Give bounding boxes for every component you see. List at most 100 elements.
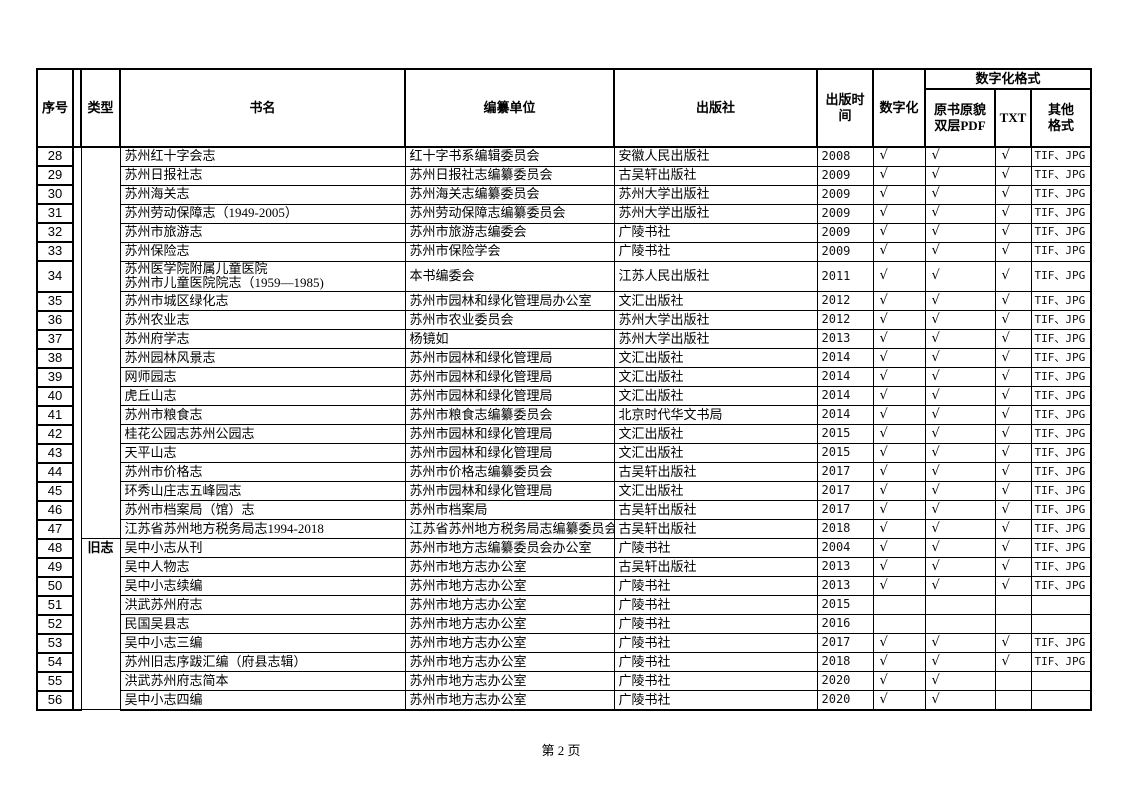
- txt-check-cell: √: [994, 146, 1032, 167]
- gutter-cell: [73, 690, 81, 711]
- gutter-cell: [73, 261, 81, 292]
- other-format-cell: TIF、JPG: [1030, 348, 1092, 369]
- row-number-cell: 46: [36, 499, 74, 521]
- row-number-cell: 34: [36, 260, 74, 293]
- txt-check-cell: √: [994, 329, 1032, 350]
- publisher-cell: 文汇出版社: [613, 291, 818, 312]
- gutter-cell: [73, 368, 81, 387]
- other-format-cell: TIF、JPG: [1030, 443, 1092, 464]
- table-row: 39 网师园志 苏州市园林和绿化管理局 文汇出版社 2014 √ √ √ TIF、JPG: [36, 366, 1092, 388]
- book-title-cell: 苏州府学志: [119, 329, 406, 350]
- pub-year-cell: 2013: [816, 329, 874, 350]
- header-no: 序号: [36, 68, 74, 148]
- other-format-cell: TIF、JPG: [1030, 633, 1092, 654]
- book-title-cell: 吴中小志续编: [119, 576, 406, 597]
- pub-year-cell: 2014: [816, 367, 874, 388]
- gutter-cell: [73, 185, 81, 204]
- other-format-cell: TIF、JPG: [1030, 424, 1092, 445]
- pub-year-cell: 2014: [816, 405, 874, 426]
- txt-check-cell: √: [994, 184, 1032, 205]
- row-number-cell: 43: [36, 442, 74, 464]
- txt-check-cell: √: [994, 241, 1032, 262]
- book-title-cell: 苏州日报社志: [119, 165, 406, 186]
- other-format-cell: TIF、JPG: [1030, 405, 1092, 426]
- digitized-check-cell: √: [872, 222, 926, 243]
- pdf-check-cell: √: [924, 424, 996, 445]
- other-format-cell: [1030, 595, 1092, 616]
- compiler-cell: 苏州市粮食志编纂委员会: [404, 405, 615, 426]
- row-number-cell: 29: [36, 165, 74, 186]
- publisher-cell: 广陵书社: [613, 538, 818, 559]
- digitized-check-cell: √: [872, 241, 926, 262]
- compiler-cell: 苏州市保险学会: [404, 241, 615, 262]
- header-title: 书名: [119, 68, 406, 148]
- table-row: 36 苏州农业志 苏州市农业委员会 苏州大学出版社 2012 √ √ √ TIF、JPG: [36, 309, 1092, 331]
- gutter-cell: [73, 653, 81, 672]
- book-title-cell: 苏州市旅游志: [119, 222, 406, 243]
- row-number-cell: 44: [36, 461, 74, 483]
- book-title-cell: 苏州市城区绿化志: [119, 291, 406, 312]
- row-number-cell: 49: [36, 556, 74, 578]
- txt-check-cell: √: [994, 203, 1032, 224]
- compiler-cell: 苏州劳动保障志编纂委员会: [404, 203, 615, 224]
- gutter-cell: [73, 349, 81, 368]
- digitized-check-cell: √: [872, 348, 926, 369]
- publisher-cell: 安徽人民出版社: [613, 146, 818, 167]
- compiler-cell: 苏州市园林和绿化管理局: [404, 424, 615, 445]
- other-format-cell: TIF、JPG: [1030, 519, 1092, 540]
- other-format-cell: TIF、JPG: [1030, 386, 1092, 407]
- txt-check-cell: √: [994, 405, 1032, 426]
- gutter-cell: [73, 539, 81, 558]
- header-pub-year: 出版时间: [816, 68, 874, 148]
- publisher-cell: 文汇出版社: [613, 424, 818, 445]
- gutter-cell: [73, 634, 81, 653]
- table-row: 31 苏州劳动保障志（1949-2005） 苏州劳动保障志编纂委员会 苏州大学出版社 2…: [36, 203, 1092, 224]
- digitized-check-cell: √: [872, 652, 926, 673]
- book-title-cell: 洪武苏州府志: [119, 595, 406, 616]
- pub-year-cell: 2004: [816, 538, 874, 559]
- table-row: 54 苏州旧志序跋汇编（府县志辑） 苏州市地方志办公室 广陵书社 2018 √ √ √ TIF、…: [36, 651, 1092, 673]
- digitized-check-cell: √: [872, 519, 926, 540]
- txt-check-cell: √: [994, 443, 1032, 464]
- pub-year-cell: 2014: [816, 348, 874, 369]
- publisher-cell: 广陵书社: [613, 576, 818, 597]
- gutter-cell: [73, 520, 81, 539]
- publisher-cell: 古吴轩出版社: [613, 519, 818, 540]
- other-format-cell: TIF、JPG: [1030, 538, 1092, 559]
- other-format-cell: TIF、JPG: [1030, 652, 1092, 673]
- compiler-cell: 苏州市园林和绿化管理局: [404, 367, 615, 388]
- book-title-cell: 民国吴县志: [119, 614, 406, 635]
- txt-check-cell: √: [994, 652, 1032, 673]
- pdf-check-cell: √: [924, 500, 996, 521]
- digitized-check-cell: √: [872, 443, 926, 464]
- publisher-cell: 江苏人民出版社: [613, 260, 818, 293]
- txt-check-cell: √: [994, 386, 1032, 407]
- pub-year-cell: 2009: [816, 241, 874, 262]
- txt-check-cell: √: [994, 557, 1032, 578]
- publisher-cell: 文汇出版社: [613, 481, 818, 502]
- compiler-cell: 苏州市地方志办公室: [404, 633, 615, 654]
- pub-year-cell: 2009: [816, 165, 874, 186]
- pdf-check-cell: [924, 595, 996, 616]
- book-title-cell: 洪武苏州府志简本: [119, 671, 406, 692]
- txt-check-cell: [994, 614, 1032, 635]
- digitized-check-cell: √: [872, 671, 926, 692]
- row-number-cell: 35: [36, 290, 74, 312]
- book-title-cell: 网师园志: [119, 367, 406, 388]
- book-title-cell: 桂花公园志苏州公园志: [119, 424, 406, 445]
- digitized-check-cell: √: [872, 184, 926, 205]
- compiler-cell: 苏州市档案局: [404, 500, 615, 521]
- compiler-cell: 苏州市园林和绿化管理局办公室: [404, 291, 615, 312]
- table-row: 28 苏州红十字会志 红十字书系编辑委员会 安徽人民出版社 2008 √ √ √ TIF、JPG: [36, 146, 1092, 540]
- txt-check-cell: √: [994, 481, 1032, 502]
- pub-year-cell: 2012: [816, 291, 874, 312]
- pdf-check-cell: [924, 614, 996, 635]
- txt-check-cell: √: [994, 310, 1032, 331]
- pub-year-cell: 2016: [816, 614, 874, 635]
- pdf-check-cell: √: [924, 184, 996, 205]
- digitized-check-cell: √: [872, 500, 926, 521]
- other-format-cell: [1030, 690, 1092, 711]
- gutter-cell: [73, 166, 81, 185]
- pdf-check-cell: √: [924, 367, 996, 388]
